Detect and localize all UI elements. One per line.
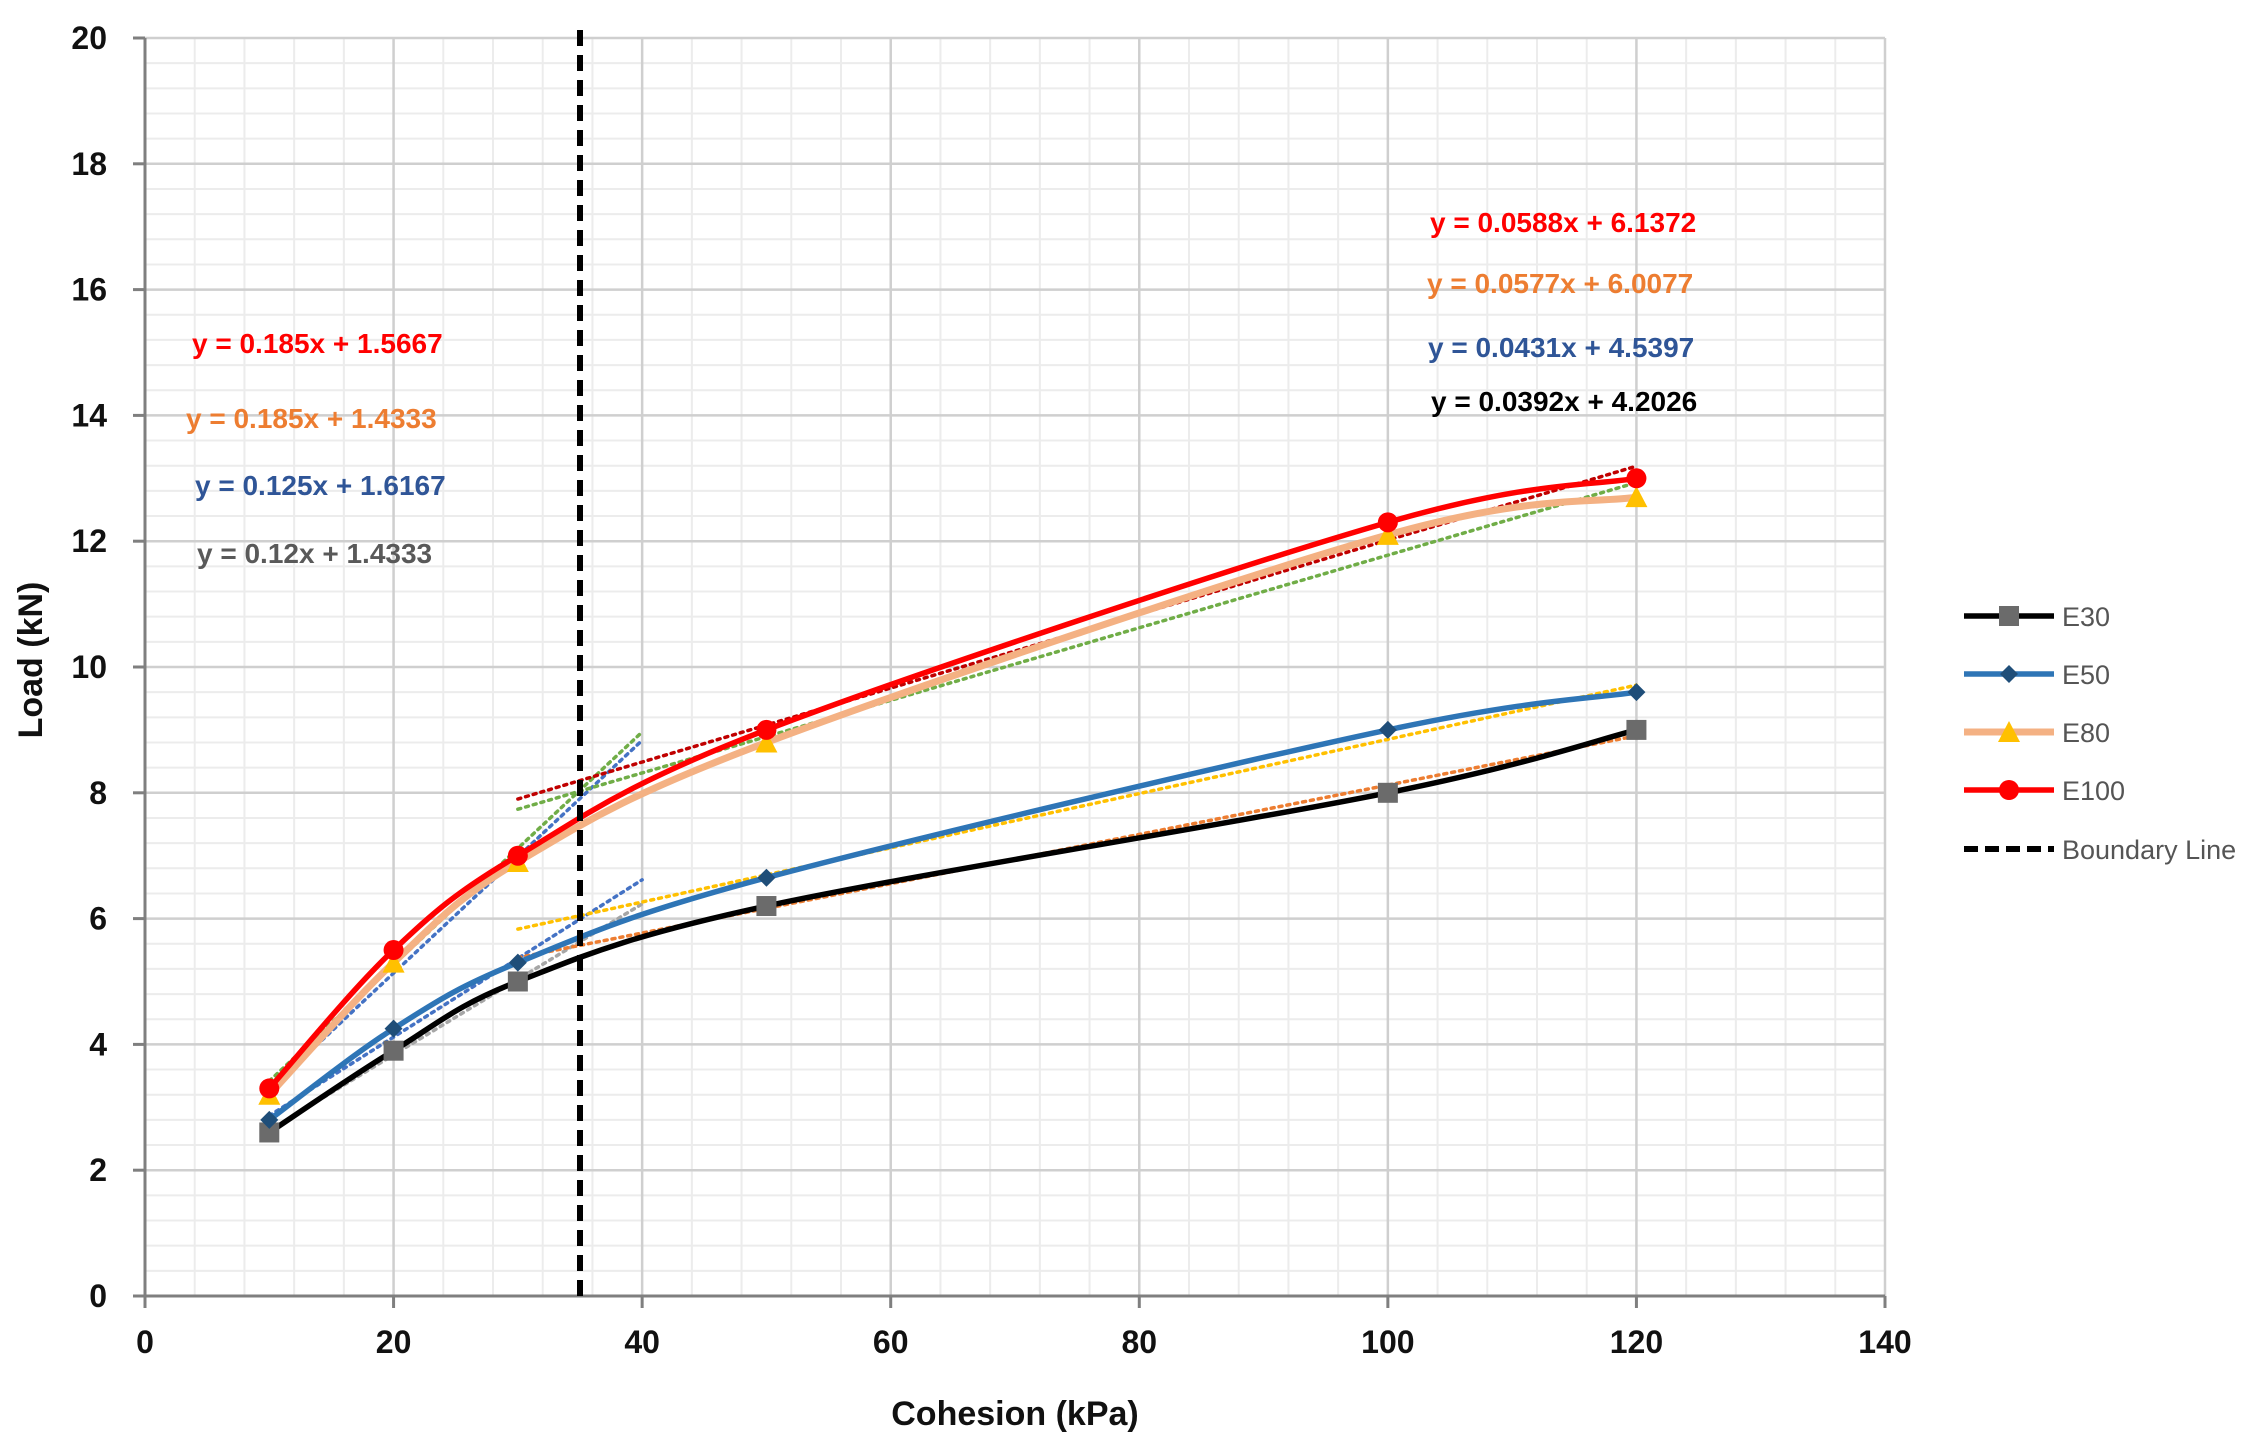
legend-label-e50: E50 (2062, 660, 2110, 690)
data-point-e100 (1626, 468, 1647, 489)
y-tick-label: 14 (71, 397, 107, 433)
series-lines (265, 475, 1640, 1136)
trendline-equation: y = 0.0588x + 6.1372 (1430, 207, 1696, 238)
legend-label-e100: E100 (2062, 776, 2125, 806)
y-axis-title: Load (kN) (12, 582, 50, 739)
data-point-e80 (755, 731, 778, 753)
legend-label-e30: E30 (2062, 602, 2110, 632)
x-tick-label: 60 (873, 1324, 909, 1360)
data-point-e80 (382, 951, 405, 973)
y-tick-label: 4 (89, 1026, 107, 1062)
x-tick-label: 140 (1858, 1324, 1911, 1360)
data-point-e30 (1377, 782, 1398, 803)
series-line-e50 (266, 689, 1640, 1123)
legend-marker-e100 (1999, 780, 2019, 800)
trendline-equations: y = 0.185x + 1.5667 y = 0.185x + 1.4333 y … (186, 207, 1697, 569)
y-tick-label: 16 (71, 272, 107, 308)
data-point-e30 (756, 896, 777, 917)
x-tick-label: 0 (136, 1324, 154, 1360)
trendline-equation: y = 0.12x + 1.4333 (197, 538, 432, 569)
trendline (267, 738, 644, 1092)
trendline-equation: y = 0.0392x + 4.2026 (1431, 386, 1697, 417)
trendline-equation: y = 0.185x + 1.4333 (186, 403, 437, 434)
trendline-equation: y = 0.0431x + 4.5397 (1428, 332, 1694, 363)
data-point-e30 (383, 1040, 404, 1061)
x-axis-title: Cohesion (kPa) (891, 1395, 1138, 1433)
x-tick-label: 40 (624, 1324, 660, 1360)
axes (133, 36, 1887, 1308)
data-point-e50 (508, 953, 527, 972)
x-tick-label: 100 (1361, 1324, 1414, 1360)
data-point-e80 (1376, 523, 1399, 545)
data-point-e100 (756, 719, 777, 740)
data-point-e50 (384, 1019, 403, 1038)
legend: E30 E50 E80 E100 Boundary Line (1964, 602, 2236, 865)
y-tick-label: 12 (71, 523, 107, 559)
legend-label-boundary: Boundary Line (2062, 835, 2236, 865)
data-point-e50 (260, 1110, 279, 1129)
data-point-e100 (259, 1078, 280, 1099)
data-point-e100 (383, 940, 404, 961)
series-markers (258, 468, 1648, 1143)
trendline-equation: y = 0.125x + 1.6167 (195, 470, 446, 501)
data-point-e50 (1378, 720, 1397, 739)
y-tick-label: 20 (71, 20, 107, 56)
x-tick-label: 80 (1121, 1324, 1157, 1360)
data-point-e100 (507, 845, 528, 866)
y-tick-label: 2 (89, 1152, 107, 1188)
legend-marker-e30 (1999, 606, 2019, 626)
data-point-e50 (1627, 683, 1646, 702)
data-point-e80 (1625, 486, 1648, 508)
data-point-e30 (259, 1122, 280, 1143)
legend-label-e80: E80 (2062, 718, 2110, 748)
x-tick-label: 120 (1610, 1324, 1663, 1360)
y-tick-label: 0 (89, 1278, 107, 1314)
legend-marker-e80 (1998, 721, 2020, 742)
y-tick-label: 6 (89, 901, 107, 937)
y-tick-label: 18 (71, 146, 107, 182)
tick-labels: 0 20 40 60 80 100 120 140 0 2 4 6 8 10 12 14 16 18 20 (71, 20, 1911, 1360)
y-tick-label: 8 (89, 775, 107, 811)
trendline-equation: y = 0.0577x + 6.0077 (1427, 268, 1693, 299)
y-tick-label: 10 (71, 649, 107, 685)
data-point-e30 (507, 971, 528, 992)
data-point-e30 (1626, 719, 1647, 740)
x-tick-label: 20 (376, 1324, 412, 1360)
series-line-e30 (266, 727, 1640, 1136)
data-point-e100 (1377, 512, 1398, 533)
legend-marker-e50 (2000, 665, 2018, 683)
data-point-e50 (757, 868, 776, 887)
trendline (516, 683, 1639, 931)
trendline-equation: y = 0.185x + 1.5667 (192, 328, 443, 359)
